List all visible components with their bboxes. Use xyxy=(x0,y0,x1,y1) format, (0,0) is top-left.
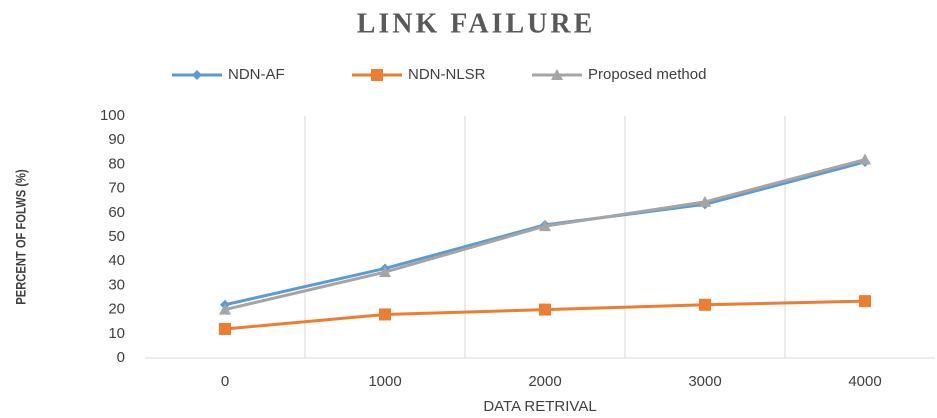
y-tick-label: 50 xyxy=(108,228,125,245)
marker xyxy=(371,69,383,81)
marker xyxy=(539,220,551,232)
y-tick-label: 20 xyxy=(108,301,125,318)
marker xyxy=(699,298,711,311)
marker xyxy=(192,70,202,80)
y-tick-label: 70 xyxy=(108,180,125,197)
y-tick-label: 10 xyxy=(108,325,125,342)
x-tick-label: 3000 xyxy=(688,373,721,390)
marker xyxy=(219,303,231,315)
x-axis-label: DATA RETRIVAL xyxy=(483,398,596,415)
y-tick-label: 90 xyxy=(108,131,125,148)
y-axis-label: PERCENT OF FOLWS (%) xyxy=(14,169,29,304)
marker xyxy=(551,69,563,80)
marker xyxy=(859,295,871,308)
marker xyxy=(219,322,231,335)
legend-label: NDN-AF xyxy=(228,66,285,83)
marker xyxy=(379,308,391,321)
x-tick-label: 4000 xyxy=(848,373,881,390)
x-tick-label: 1000 xyxy=(368,373,401,390)
y-tick-label: 40 xyxy=(108,252,125,269)
series-line xyxy=(224,158,866,312)
marker xyxy=(539,303,551,316)
y-tick-label: 30 xyxy=(108,276,125,293)
marker xyxy=(699,195,711,207)
legend-label: Proposed method xyxy=(588,66,706,83)
marker xyxy=(379,266,391,278)
y-tick-label: 0 xyxy=(117,349,125,366)
series-line xyxy=(224,160,866,307)
y-tick-label: 80 xyxy=(108,155,125,172)
y-tick-label: 100 xyxy=(100,107,125,124)
chart-title: LINK FAILURE xyxy=(357,8,596,39)
x-tick-label: 0 xyxy=(221,373,229,390)
y-tick-label: 60 xyxy=(108,204,125,221)
marker xyxy=(859,153,871,165)
x-tick-label: 2000 xyxy=(528,373,561,390)
legend-label: NDN-NLSR xyxy=(408,66,486,83)
